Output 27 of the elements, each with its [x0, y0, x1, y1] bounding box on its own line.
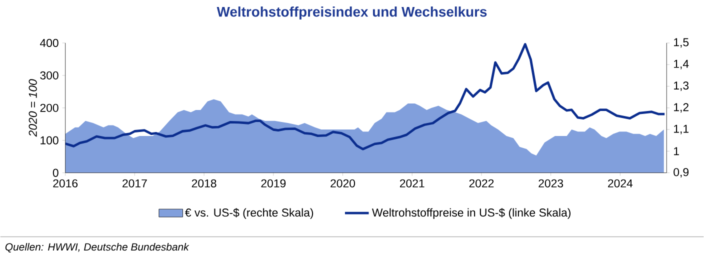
- line-series: [65, 43, 666, 150]
- x-tick-label: 2019: [261, 179, 286, 188]
- y-axis-title: 2020 = 100: [28, 79, 37, 137]
- y2-tick-label: 1: [674, 147, 679, 156]
- y2-tick-label: 1,4: [674, 60, 689, 70]
- legend-label: Weltrohstoffpreise in US-$ (linke Skala): [372, 208, 571, 220]
- y2-tick-label: 1,5: [674, 38, 689, 48]
- legend-label: € vs. US-$ (rechte Skala): [185, 208, 314, 220]
- chart-title: Weltrohstoffpreisindex und Wechselkurs: [216, 6, 487, 20]
- y-tick-label: 100: [40, 136, 58, 145]
- x-tick-label: 2024: [608, 179, 633, 188]
- y-tick-label: 300: [40, 72, 58, 80]
- y2-tick-label: 0,9: [674, 168, 689, 178]
- y-tick-label: 400: [40, 39, 58, 48]
- x-tick-label: 2021: [400, 179, 424, 188]
- y2-tick-label: 1,2: [674, 103, 688, 113]
- x-tick-label: 2022: [469, 179, 494, 188]
- x-tick-label: 2020: [330, 179, 356, 188]
- x-tick-label: 2017: [122, 179, 147, 188]
- y-tick-label: 200: [40, 104, 58, 112]
- y2-tick-label: 1,3: [674, 82, 689, 92]
- x-tick-label: 2016: [53, 179, 78, 188]
- y-tick-label: 0: [52, 168, 58, 177]
- source-note: Quellen: HWWI, Deutsche Bundesbank: [5, 243, 190, 253]
- x-tick-label: 2018: [192, 179, 216, 188]
- y2-tick-label: 1,1: [674, 125, 689, 134]
- x-tick-label: 2023: [538, 179, 564, 188]
